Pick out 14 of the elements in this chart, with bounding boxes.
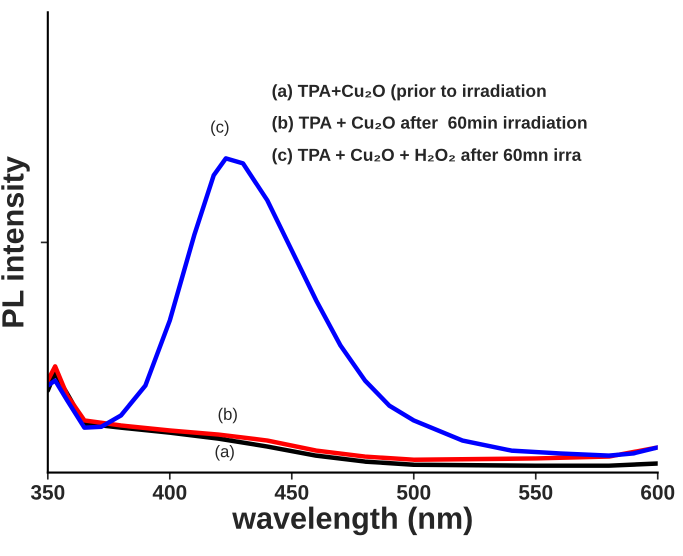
x-tick-label: 350 <box>30 484 64 500</box>
x-tick-label: 500 <box>397 484 430 500</box>
x-tick-label: 400 <box>152 484 186 500</box>
text: (a) TPA+Cu₂O (prior to irradiation <box>272 84 546 100</box>
text: (b) TPA + Cu₂O after 60min irradiation <box>272 116 586 132</box>
annotation: (b) <box>218 408 237 424</box>
annotation: (a) <box>216 445 234 461</box>
annotation: (c) TPA + Cu₂O + H₂O₂ after 60mn irra <box>272 148 582 164</box>
x-axis-title: wavelength (nm) <box>232 506 472 536</box>
x-tick-label: 600 <box>641 484 674 500</box>
text: (c) <box>211 120 228 136</box>
x-tick-label: 550 <box>519 484 552 500</box>
y-axis-title: PL intensity <box>1 156 30 327</box>
x-tick-label: 450 <box>274 484 308 500</box>
